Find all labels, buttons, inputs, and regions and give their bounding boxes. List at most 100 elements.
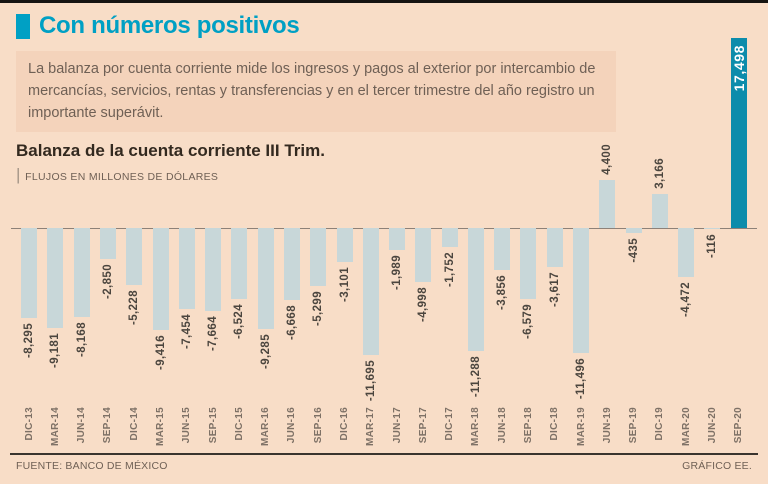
category-label: MAR-20 — [680, 407, 692, 447]
value-label-wrap: -8,295 — [16, 323, 42, 358]
category-cell: JUN-18 — [489, 407, 515, 455]
bar-column: -116 — [699, 38, 725, 378]
value-label-wrap: -3,856 — [489, 275, 515, 310]
chart-heading: Balanza de la cuenta corriente III Trim.… — [16, 139, 326, 187]
category-row: DIC-13 MAR-14 JUN-14 SEP-14 DIC-14 MAR-15 JUN-… — [16, 407, 752, 455]
value-label: -6,579 — [522, 304, 535, 340]
value-label: -9,416 — [154, 335, 167, 371]
intro-text: La balanza por cuenta corriente mide los… — [16, 51, 616, 133]
bar — [573, 228, 590, 353]
value-label: -3,856 — [496, 275, 509, 311]
bar-column: -3,856 — [489, 38, 515, 378]
bar — [441, 228, 458, 247]
bar — [520, 228, 537, 299]
bar — [99, 228, 116, 259]
bar — [126, 228, 143, 285]
bar-column: -9,285 — [253, 38, 279, 378]
value-label-wrap: -7,664 — [200, 316, 226, 351]
value-label: -5,299 — [312, 291, 325, 327]
value-label-wrap: -3,101 — [331, 267, 357, 302]
bar — [336, 228, 353, 262]
bar — [625, 228, 642, 233]
category-cell: DIC-18 — [542, 407, 568, 455]
bar — [362, 228, 379, 355]
category-cell: SEP-20 — [726, 407, 752, 455]
category-label: SEP-18 — [522, 407, 534, 444]
bar-column: -2,850 — [95, 38, 121, 378]
category-label: JUN-20 — [706, 407, 718, 444]
value-label: -435 — [627, 238, 640, 263]
bar — [178, 228, 195, 309]
category-cell: JUN-19 — [594, 407, 620, 455]
category-label: JUN-16 — [286, 407, 298, 444]
chart-title: Balanza de la cuenta corriente III Trim. — [16, 141, 325, 160]
category-label: DIC-19 — [654, 407, 666, 441]
category-label: DIC-15 — [233, 407, 245, 441]
category-cell: SEP-18 — [515, 407, 541, 455]
category-label: DIC-17 — [444, 407, 456, 441]
category-label: MAR-19 — [575, 407, 587, 447]
category-label: SEP-15 — [207, 407, 219, 444]
credit-text: GRÁFICO EE. — [682, 460, 752, 472]
category-cell: MAR-19 — [568, 407, 594, 455]
value-label: -9,181 — [49, 333, 62, 369]
category-cell: MAR-18 — [463, 407, 489, 455]
value-label-wrap: -4,998 — [410, 287, 436, 322]
value-label-wrap: -9,285 — [253, 334, 279, 369]
category-label: JUN-14 — [76, 407, 88, 444]
value-label-wrap: -9,416 — [147, 335, 173, 370]
value-label: -4,998 — [417, 287, 430, 323]
bar — [152, 228, 169, 330]
bar-column: -11,695 — [358, 38, 384, 401]
value-label: -5,228 — [128, 290, 141, 326]
bar — [494, 228, 511, 270]
category-cell: SEP-17 — [410, 407, 436, 455]
category-label: SEP-14 — [102, 407, 114, 444]
value-label: -11,695 — [364, 360, 377, 402]
category-label: MAR-16 — [260, 407, 272, 447]
category-label: SEP-16 — [312, 407, 324, 444]
bar-column: -6,579 — [515, 38, 541, 378]
category-label: DIC-16 — [339, 407, 351, 441]
category-cell: JUN-16 — [279, 407, 305, 455]
source-text: FUENTE: BANCO DE MÉXICO — [16, 460, 168, 472]
value-label-wrap: -5,228 — [121, 290, 147, 325]
bar — [467, 228, 484, 351]
category-cell: DIC-17 — [437, 407, 463, 455]
separator: | — [16, 164, 21, 184]
category-cell: DIC-15 — [226, 407, 252, 455]
value-label: -6,524 — [233, 304, 246, 340]
bar — [730, 38, 747, 228]
bar — [283, 228, 300, 300]
value-label-wrap: -3,617 — [542, 272, 568, 307]
bar-column: -6,668 — [279, 38, 305, 378]
bar — [231, 228, 248, 299]
category-label: MAR-15 — [155, 407, 167, 447]
value-label-wrap: -1,989 — [384, 255, 410, 290]
bar-column: -7,664 — [200, 38, 226, 378]
page-title: Con números positivos — [39, 12, 300, 39]
bar-column: -435 — [620, 38, 646, 378]
bar — [310, 228, 327, 286]
header: Con números positivos — [16, 12, 300, 40]
value-label: 17,498 — [730, 45, 747, 92]
bar-column: -11,496 — [568, 38, 594, 399]
category-cell: MAR-17 — [358, 407, 384, 455]
bar-column: -9,181 — [42, 38, 68, 378]
value-label: -8,168 — [75, 322, 88, 358]
value-label-wrap: -7,454 — [174, 314, 200, 349]
value-label-wrap: -5,299 — [305, 291, 331, 326]
value-label: -11,288 — [469, 356, 482, 398]
category-label: DIC-13 — [23, 407, 35, 441]
bottom-rule — [10, 453, 758, 455]
value-label: -3,101 — [338, 267, 351, 303]
bar-column: -4,998 — [410, 38, 436, 378]
bar-chart: -8,295 -9,181 -8,168 -2,850 -5,228 -9,416 -7,4… — [11, 38, 757, 401]
bar — [47, 228, 64, 328]
accent-square — [16, 13, 30, 39]
bar-column: -7,454 — [174, 38, 200, 378]
bar — [678, 228, 695, 277]
category-cell: SEP-14 — [95, 407, 121, 455]
category-cell: SEP-15 — [200, 407, 226, 455]
bar-column: 4,400 — [594, 38, 620, 378]
